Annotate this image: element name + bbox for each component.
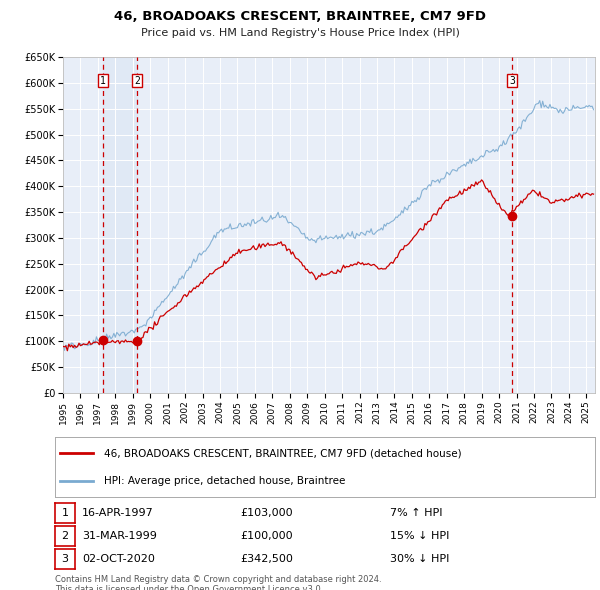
Text: HPI: Average price, detached house, Braintree: HPI: Average price, detached house, Brai… [104, 476, 345, 486]
Text: 02-OCT-2020: 02-OCT-2020 [82, 554, 155, 564]
Text: 46, BROADOAKS CRESCENT, BRAINTREE, CM7 9FD: 46, BROADOAKS CRESCENT, BRAINTREE, CM7 9… [114, 10, 486, 23]
Text: £100,000: £100,000 [240, 531, 293, 541]
Text: 1: 1 [62, 508, 68, 518]
Text: 2: 2 [134, 76, 140, 86]
Text: 30% ↓ HPI: 30% ↓ HPI [390, 554, 449, 564]
Text: £103,000: £103,000 [240, 508, 293, 518]
Text: 3: 3 [509, 76, 515, 86]
Text: Price paid vs. HM Land Registry's House Price Index (HPI): Price paid vs. HM Land Registry's House … [140, 28, 460, 38]
Text: £342,500: £342,500 [240, 554, 293, 564]
Text: 15% ↓ HPI: 15% ↓ HPI [390, 531, 449, 541]
Text: Contains HM Land Registry data © Crown copyright and database right 2024.
This d: Contains HM Land Registry data © Crown c… [55, 575, 382, 590]
Text: 16-APR-1997: 16-APR-1997 [82, 508, 154, 518]
Text: 7% ↑ HPI: 7% ↑ HPI [390, 508, 443, 518]
Text: 31-MAR-1999: 31-MAR-1999 [82, 531, 157, 541]
Text: 1: 1 [100, 76, 106, 86]
Bar [103, 57, 137, 393]
Text: 3: 3 [62, 554, 68, 564]
Text: 2: 2 [61, 531, 68, 541]
Text: 46, BROADOAKS CRESCENT, BRAINTREE, CM7 9FD (detached house): 46, BROADOAKS CRESCENT, BRAINTREE, CM7 9… [104, 448, 461, 458]
